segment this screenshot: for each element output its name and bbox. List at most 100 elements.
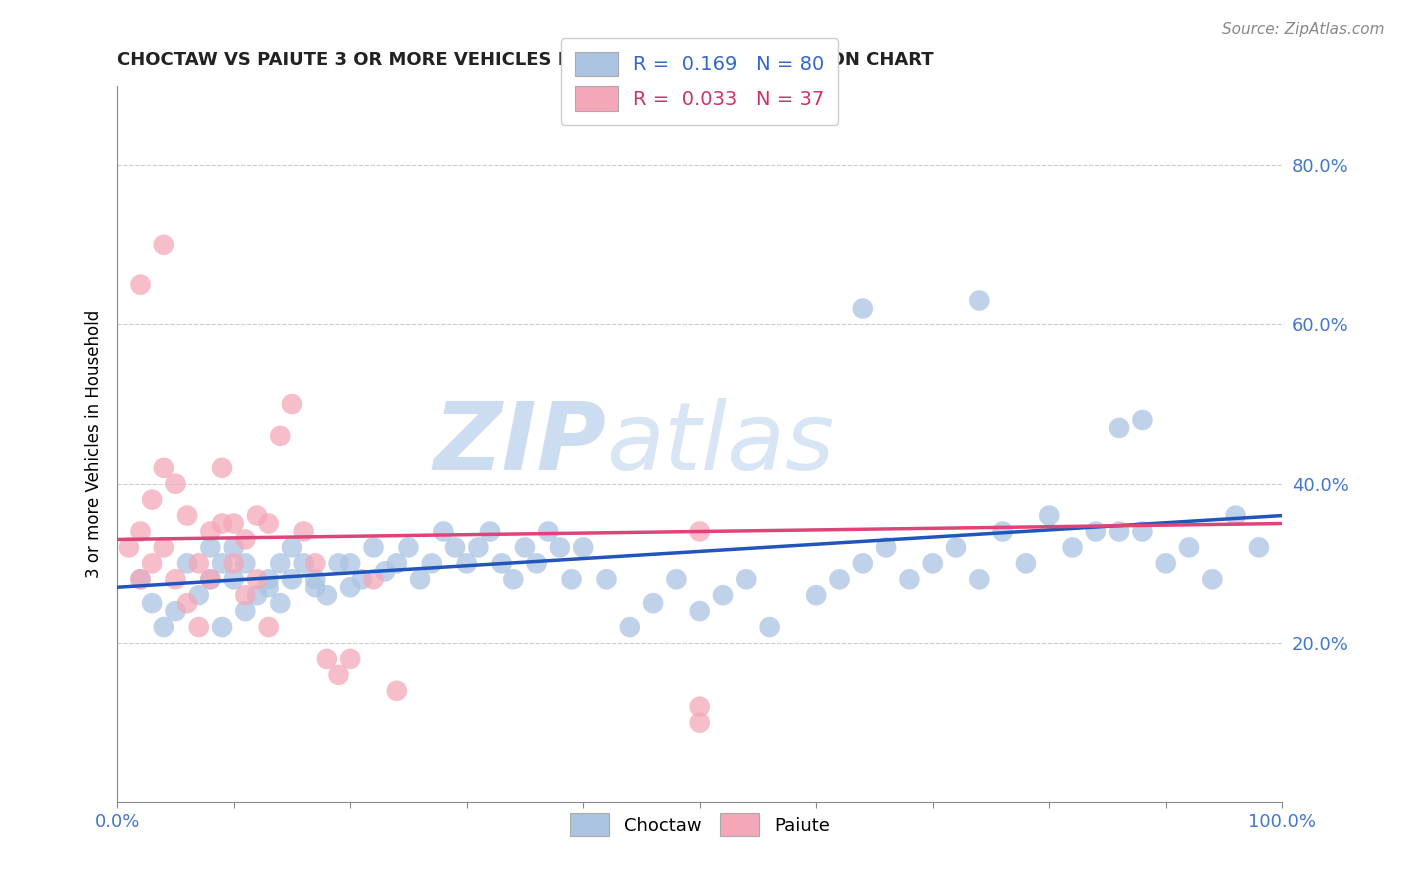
Point <box>1108 421 1130 435</box>
Point <box>374 564 396 578</box>
Point <box>1108 524 1130 539</box>
Point <box>165 572 187 586</box>
Point <box>176 596 198 610</box>
Point <box>828 572 851 586</box>
Point <box>269 429 291 443</box>
Point <box>222 516 245 531</box>
Point <box>1247 541 1270 555</box>
Point <box>211 516 233 531</box>
Point <box>292 524 315 539</box>
Point <box>129 572 152 586</box>
Point <box>222 557 245 571</box>
Point <box>735 572 758 586</box>
Point <box>852 301 875 316</box>
Point <box>281 541 304 555</box>
Point <box>304 580 326 594</box>
Point <box>165 604 187 618</box>
Point <box>211 620 233 634</box>
Point <box>806 588 828 602</box>
Point <box>152 460 174 475</box>
Point <box>1084 524 1107 539</box>
Point <box>222 541 245 555</box>
Point <box>315 588 337 602</box>
Point <box>200 541 222 555</box>
Point <box>141 557 163 571</box>
Point <box>363 572 385 586</box>
Point <box>852 557 875 571</box>
Point <box>339 652 361 666</box>
Point <box>176 557 198 571</box>
Point <box>187 588 209 602</box>
Point <box>328 557 350 571</box>
Point <box>537 524 560 539</box>
Point <box>233 604 256 618</box>
Point <box>304 557 326 571</box>
Point <box>118 541 141 555</box>
Point <box>665 572 688 586</box>
Point <box>991 524 1014 539</box>
Point <box>444 541 467 555</box>
Point <box>969 572 991 586</box>
Point <box>1062 541 1084 555</box>
Y-axis label: 3 or more Vehicles in Household: 3 or more Vehicles in Household <box>86 310 103 578</box>
Point <box>176 508 198 523</box>
Point <box>200 572 222 586</box>
Point <box>328 668 350 682</box>
Point <box>165 476 187 491</box>
Point <box>246 588 269 602</box>
Point <box>921 557 943 571</box>
Point <box>339 557 361 571</box>
Point <box>526 557 548 571</box>
Point <box>689 699 711 714</box>
Point <box>257 516 280 531</box>
Legend: Choctaw, Paiute: Choctaw, Paiute <box>562 805 837 844</box>
Point <box>548 541 571 555</box>
Point <box>281 397 304 411</box>
Point <box>211 460 233 475</box>
Point <box>945 541 967 555</box>
Point <box>141 492 163 507</box>
Point <box>409 572 432 586</box>
Point <box>339 580 361 594</box>
Point <box>467 541 489 555</box>
Point <box>561 572 583 586</box>
Point <box>491 557 513 571</box>
Text: CHOCTAW VS PAIUTE 3 OR MORE VEHICLES IN HOUSEHOLD CORRELATION CHART: CHOCTAW VS PAIUTE 3 OR MORE VEHICLES IN … <box>117 51 934 69</box>
Point <box>233 588 256 602</box>
Point <box>689 524 711 539</box>
Point <box>689 715 711 730</box>
Point <box>385 683 408 698</box>
Point <box>898 572 921 586</box>
Point <box>233 557 256 571</box>
Point <box>187 557 209 571</box>
Point <box>572 541 595 555</box>
Point <box>1132 413 1154 427</box>
Point <box>1178 541 1201 555</box>
Point <box>398 541 420 555</box>
Point <box>257 620 280 634</box>
Point <box>222 572 245 586</box>
Point <box>246 508 269 523</box>
Point <box>304 572 326 586</box>
Point <box>129 277 152 292</box>
Point <box>689 604 711 618</box>
Point <box>385 557 408 571</box>
Point <box>1132 524 1154 539</box>
Point <box>211 557 233 571</box>
Point <box>152 620 174 634</box>
Text: ZIP: ZIP <box>433 398 606 490</box>
Point <box>187 620 209 634</box>
Point <box>619 620 641 634</box>
Point <box>1154 557 1177 571</box>
Point <box>643 596 665 610</box>
Point <box>363 541 385 555</box>
Point <box>1015 557 1038 571</box>
Point <box>513 541 536 555</box>
Point <box>129 572 152 586</box>
Point <box>595 572 617 586</box>
Point <box>257 580 280 594</box>
Point <box>1201 572 1223 586</box>
Point <box>502 572 524 586</box>
Point <box>257 572 280 586</box>
Point <box>233 533 256 547</box>
